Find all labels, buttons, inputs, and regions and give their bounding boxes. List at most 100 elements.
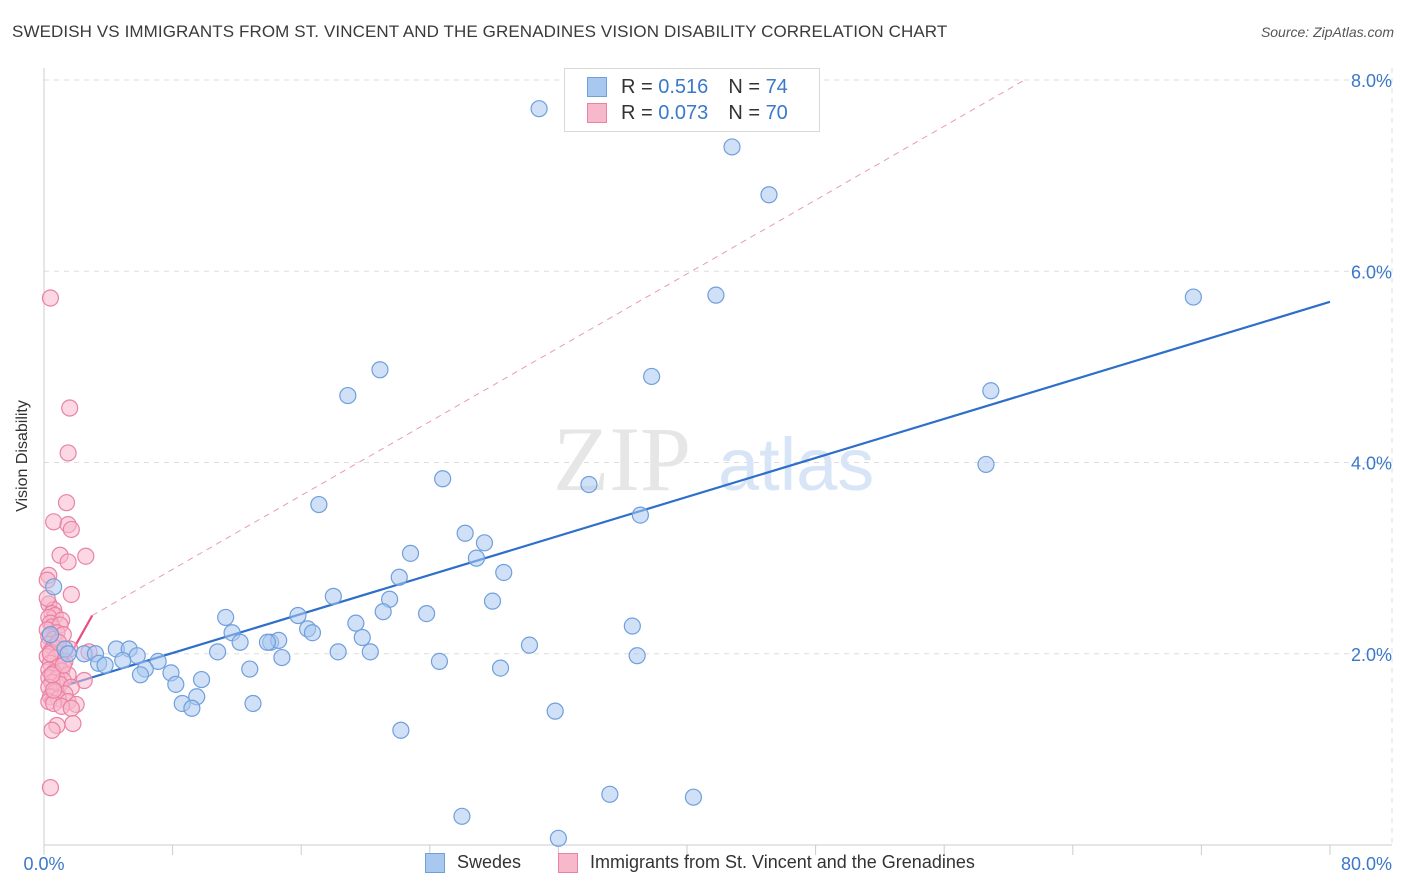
swedes-point bbox=[456, 524, 474, 542]
swedes-point bbox=[45, 578, 63, 596]
immigrants-point bbox=[45, 681, 63, 699]
swedes-point bbox=[339, 386, 357, 405]
swedes-points bbox=[41, 100, 1202, 847]
legend-item-immigrants: Immigrants from St. Vincent and the Gren… bbox=[558, 852, 975, 873]
swedes-point bbox=[231, 633, 249, 651]
swedes-point bbox=[417, 604, 436, 623]
immigrants-point bbox=[64, 714, 82, 733]
swedes-point bbox=[475, 534, 494, 552]
correlation-legend: R = 0.516 N = 74 R = 0.073 N = 70 bbox=[564, 68, 820, 132]
y-tick-label: 6.0% bbox=[1351, 262, 1392, 282]
swedes-point bbox=[310, 495, 328, 514]
trend-lines bbox=[43, 79, 1331, 703]
immigrants-point bbox=[57, 494, 76, 512]
swedes-point bbox=[723, 138, 741, 156]
swedes-point bbox=[453, 807, 471, 825]
legend-r-label: R = bbox=[621, 101, 653, 124]
immigrants-point bbox=[61, 399, 79, 417]
swedes-point bbox=[467, 549, 486, 567]
swedes-point bbox=[982, 382, 1000, 400]
legend-label-swedes: Swedes bbox=[457, 852, 522, 872]
swedes-point bbox=[353, 628, 371, 647]
immigrants-point bbox=[59, 444, 77, 462]
immigrants-point bbox=[41, 779, 60, 797]
immigrants-point bbox=[41, 289, 60, 307]
immigrants-point bbox=[62, 699, 80, 717]
swedes-point bbox=[491, 659, 510, 677]
swedes-point bbox=[1184, 288, 1202, 306]
swedes-point bbox=[289, 606, 307, 625]
swedes-point bbox=[114, 651, 132, 670]
grid-lines bbox=[44, 68, 1393, 845]
legend-row-swedes: R = 0.516 N = 74 bbox=[587, 75, 788, 99]
swedes-point bbox=[623, 617, 641, 635]
y-tick-label: 4.0% bbox=[1351, 454, 1392, 474]
swedes-point bbox=[273, 648, 291, 667]
immigrants-point bbox=[43, 721, 61, 739]
swedes-point bbox=[430, 652, 449, 671]
swedes-point bbox=[401, 544, 420, 562]
swedes-point bbox=[131, 666, 150, 684]
swedes-point bbox=[244, 694, 262, 713]
swedes-point bbox=[495, 563, 513, 582]
tick-labels: 2.0% 4.0% 6.0% 8.0% 0.0% 80.0% bbox=[23, 71, 1392, 874]
chart-title: SWEDISH VS IMMIGRANTS FROM ST. VINCENT A… bbox=[12, 22, 948, 41]
swedes-point bbox=[628, 647, 646, 665]
y-tick-label: 2.0% bbox=[1351, 645, 1392, 665]
x-tick-label: 80.0% bbox=[1341, 854, 1392, 874]
swedes-point bbox=[59, 645, 77, 663]
legend-row-immigrants: R = 0.073 N = 70 bbox=[587, 101, 788, 125]
legend-swatch-swedes bbox=[587, 77, 607, 97]
swedes-point bbox=[707, 286, 725, 304]
swedes-point bbox=[631, 506, 649, 524]
legend-n-value: 74 bbox=[765, 75, 788, 98]
swedes-point bbox=[530, 100, 548, 118]
swedes-point bbox=[217, 608, 235, 627]
swedes-point bbox=[192, 670, 211, 689]
immigrants-point bbox=[77, 547, 95, 565]
swedes-point bbox=[549, 829, 568, 847]
swedes-point bbox=[241, 660, 259, 678]
swedes-point bbox=[149, 652, 167, 671]
legend-r-value: 0.516 bbox=[658, 75, 709, 98]
swedes-point bbox=[329, 643, 347, 661]
immigrants-extended-trend-line bbox=[91, 79, 1025, 616]
legend-label-immigrants: Immigrants from St. Vincent and the Gren… bbox=[590, 852, 975, 872]
source-credit: Source: ZipAtlas.com bbox=[1260, 24, 1394, 40]
legend-n-label: N = bbox=[728, 101, 760, 124]
legend-n-value: 70 bbox=[765, 101, 788, 124]
swedes-point bbox=[361, 643, 379, 661]
immigrants-point bbox=[45, 513, 63, 531]
swedes-point bbox=[601, 785, 619, 803]
swedes-point bbox=[167, 675, 185, 693]
swedes-point bbox=[390, 568, 408, 586]
swedes-point bbox=[258, 633, 277, 651]
swedes-point bbox=[374, 603, 392, 621]
series-legend: Swedes Immigrants from St. Vincent and t… bbox=[0, 852, 1406, 878]
swedes-point bbox=[303, 624, 322, 642]
axes bbox=[43, 68, 1392, 855]
legend-n-label: N = bbox=[728, 75, 760, 98]
swedes-point bbox=[209, 643, 227, 661]
legend-swatch-immigrants bbox=[587, 103, 607, 123]
swedes-point bbox=[324, 587, 342, 605]
swedes-point bbox=[347, 614, 365, 632]
immigrants-point bbox=[62, 585, 80, 604]
swedes-point bbox=[96, 656, 114, 674]
x-tick-label: 0.0% bbox=[23, 854, 64, 874]
swedes-point bbox=[760, 186, 778, 204]
watermark-zip: ZIP bbox=[553, 408, 691, 510]
watermark: ZIP atlas bbox=[553, 408, 874, 510]
legend-r-value: 0.073 bbox=[658, 101, 709, 124]
swedes-point bbox=[392, 721, 410, 739]
legend-swatch-immigrants bbox=[558, 852, 578, 873]
immigrants-point bbox=[62, 520, 80, 539]
immigrants-point bbox=[59, 553, 77, 571]
swedes-point bbox=[183, 699, 201, 717]
legend-r-label: R = bbox=[621, 75, 653, 98]
immigrants-points bbox=[38, 289, 98, 797]
swedes-point bbox=[520, 636, 539, 654]
swedes-point bbox=[977, 455, 995, 474]
swedes-trend-line bbox=[43, 300, 1331, 694]
